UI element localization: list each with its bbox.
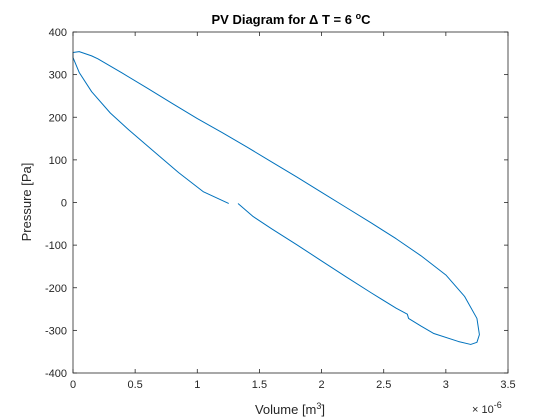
x-axis-exponent: × 10-6 [472,400,502,416]
y-tick-label: 0 [61,198,67,210]
y-tick-label: -400 [45,368,67,380]
pv-loop-series-line [72,51,480,345]
x-axis-label-text: Volume [m [255,402,316,417]
ticks-layer: 0 0.5 1 1.5 2 2.5 3 3.5 -400 -300 -200 -100 0 100 200 3… [45,27,516,391]
title-unit: C [361,12,371,27]
x-exponent-power: -6 [494,400,502,410]
title-delta: Δ [309,12,318,27]
title-mid: T = 6 [318,12,355,27]
y-tick-label: 100 [49,155,67,167]
y-tick-label: 400 [49,27,67,39]
x-tick-label: 3.5 [500,379,515,391]
axes-box [72,31,509,374]
x-axis-label-sup: 3 [316,401,321,411]
y-tick-label: -100 [45,240,67,252]
y-axis-label: Pressure [Pa] [19,163,34,242]
x-axis-label: Volume [m3] [255,401,325,417]
y-tick-label: -200 [45,283,67,295]
x-exponent-base: × 10 [472,404,494,416]
axes-frame [72,31,509,374]
y-tick-label: 200 [49,112,67,124]
x-tick-label: 0.5 [127,379,142,391]
x-tick-label: 3 [443,379,449,391]
y-tick-label: 300 [49,70,67,82]
title-degree: o [356,11,362,21]
x-tick-label: 0 [70,379,76,391]
series-layer [72,51,480,345]
y-tick-label: -300 [45,325,67,337]
title-prefix: PV Diagram for [212,12,310,27]
x-tick-label: 1.5 [252,379,267,391]
plot-area [73,32,508,373]
x-tick-label: 2.5 [376,379,391,391]
x-tick-label: 1 [194,379,200,391]
x-axis-label-close: ] [321,402,325,417]
x-tick-label: 2 [319,379,325,391]
chart-title: PV Diagram for Δ T = 6 oC [212,11,372,27]
